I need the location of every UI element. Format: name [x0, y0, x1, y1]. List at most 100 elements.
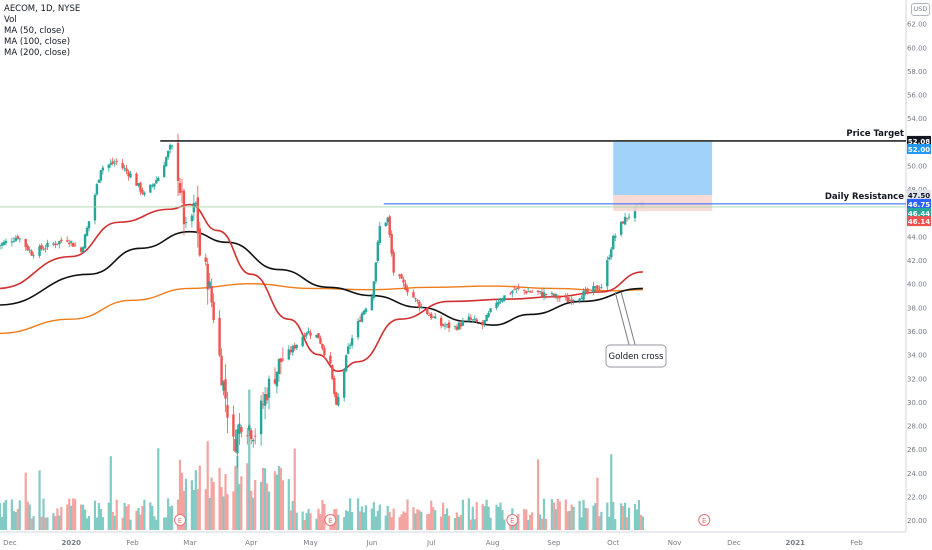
volume-bar [139, 514, 142, 530]
volume-bar [637, 499, 641, 530]
volume-bar [113, 515, 116, 530]
volume-bar [16, 508, 19, 530]
volume-bar [127, 504, 130, 530]
price-tick-label: 24.00 [907, 470, 927, 478]
volume-bar [111, 511, 114, 530]
earnings-marker-label: E [328, 517, 332, 525]
candle-body [291, 346, 294, 353]
candle-body [240, 427, 243, 433]
candle-body [198, 228, 201, 256]
volume-bar [627, 507, 631, 530]
price-tick-label: 26.00 [907, 446, 927, 454]
volume-bar [68, 498, 71, 530]
volume-bar [24, 472, 27, 530]
candle-body [337, 396, 340, 406]
volume-bar [261, 467, 265, 530]
volume-bar [556, 498, 559, 530]
volume-bar [625, 517, 629, 530]
candle-body [206, 263, 209, 290]
candle-body [467, 316, 471, 321]
candle-body [495, 302, 498, 308]
volume-bar [386, 505, 389, 530]
volume-bar [42, 498, 45, 530]
price-axis-badge [907, 216, 931, 227]
currency-button[interactable]: USD [911, 3, 930, 16]
candle-body [196, 197, 200, 234]
legend-ma100[interactable]: MA (100, close) [4, 37, 71, 47]
volume-bar [210, 477, 213, 530]
candle-body [584, 289, 587, 292]
price-tick-label: 54.00 [907, 115, 927, 123]
candle-body [250, 430, 253, 440]
volume-bar [384, 515, 387, 530]
candle-body [420, 306, 423, 308]
candle-body [402, 279, 405, 283]
volume-bar [598, 516, 601, 530]
price-tick-label: 50.00 [907, 163, 927, 171]
volume-bar [457, 516, 461, 530]
price-tick-label: 28.00 [907, 423, 927, 431]
candle-body [26, 245, 29, 251]
candle-body [621, 221, 625, 224]
daily-resistance-label: Daily Resistance [825, 192, 904, 202]
volume-bar [608, 516, 611, 530]
candle-body [87, 221, 91, 229]
volume-bar [467, 498, 470, 530]
candle-body [293, 345, 296, 349]
candle-body [248, 425, 251, 431]
volume-bar [171, 505, 174, 530]
candle-body [113, 162, 116, 164]
volume-bar [517, 513, 520, 530]
candle-body [333, 377, 336, 395]
time-tick-label: Dec [3, 539, 17, 547]
volume-bar [224, 473, 227, 530]
candle-body [416, 299, 419, 302]
candle-body [234, 439, 237, 452]
candle-body [578, 298, 581, 302]
volume-bar [10, 499, 13, 530]
price-tick-label: 56.00 [907, 92, 927, 100]
candle-body [180, 191, 184, 193]
volume-bar [606, 502, 609, 530]
volume-bar [248, 389, 251, 530]
candle-body [625, 217, 629, 219]
volume-bar [184, 478, 188, 530]
legend-symbol[interactable]: AECOM, 1D, NYSE [4, 4, 81, 14]
candle-body [32, 255, 35, 257]
volume-bar [349, 498, 352, 530]
candle-body [253, 435, 257, 437]
volume-bar [570, 504, 573, 530]
volume-bar [337, 514, 340, 530]
volume-bar [540, 518, 544, 530]
ma50-line [0, 203, 643, 373]
candle-body [123, 168, 126, 170]
volume-bar [564, 499, 567, 530]
candle-body [305, 332, 308, 336]
time-tick-label: 2021 [785, 539, 805, 547]
legend-ma50[interactable]: MA (50, close) [4, 26, 65, 36]
volume-bar [624, 502, 627, 530]
legend-ma200[interactable]: MA (200, close) [4, 48, 71, 58]
volume-bar [81, 504, 85, 530]
candle-body [317, 333, 320, 339]
candle-body [406, 288, 409, 293]
volume-bar [402, 511, 405, 530]
candle-body [303, 335, 306, 338]
candle-body [12, 241, 16, 242]
volume-bar [277, 465, 281, 530]
volume-bar [343, 517, 346, 530]
ma100-line [0, 230, 643, 326]
candle-body [28, 249, 31, 251]
candle-body [530, 291, 534, 293]
volume-bar [485, 499, 488, 530]
volume-bar [453, 518, 457, 530]
legend-volume[interactable]: Vol [4, 15, 17, 25]
candle-body [453, 326, 457, 328]
price-axis-badge-label: 52.08 [908, 138, 930, 146]
candle-body [610, 249, 613, 258]
earnings-marker-label: E [510, 517, 514, 525]
volume-bar [481, 504, 484, 530]
candle-body [164, 157, 168, 166]
candle-body [115, 160, 118, 162]
